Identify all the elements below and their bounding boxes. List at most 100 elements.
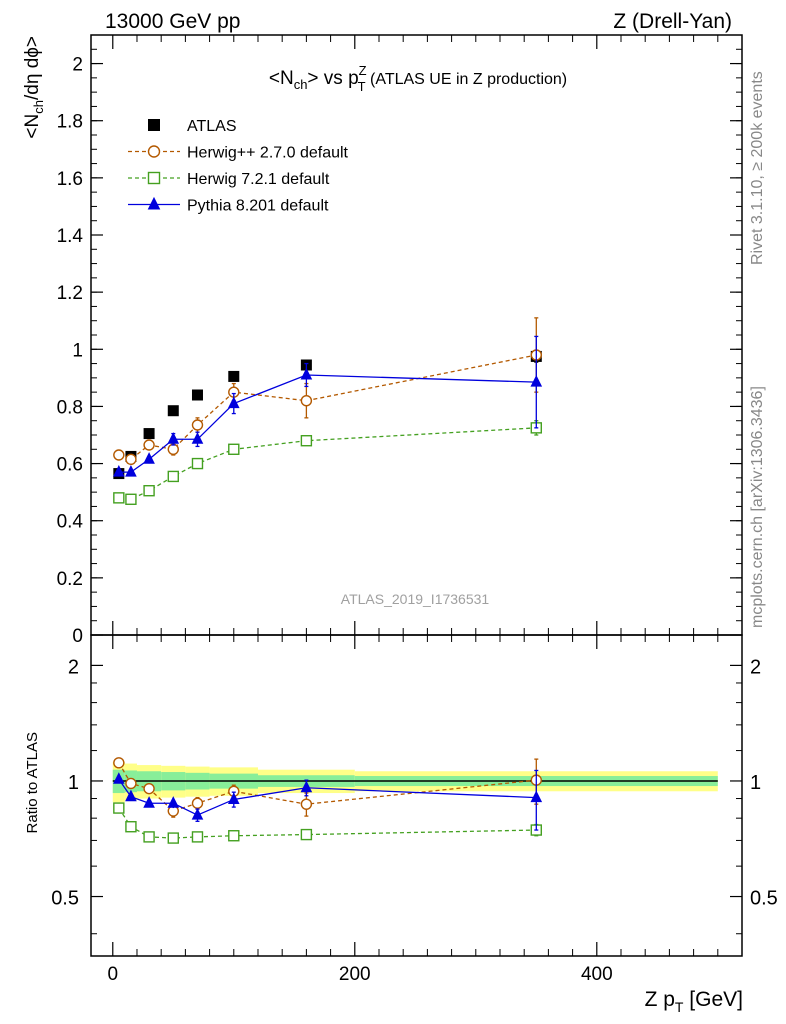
main-y-tick-label: 1.2 bbox=[57, 283, 83, 304]
ratio-data-point bbox=[228, 830, 240, 842]
main-y-tick-label: 0 bbox=[72, 626, 83, 647]
legend-marker bbox=[147, 196, 161, 210]
main-y-tick-label: 1.4 bbox=[57, 226, 84, 247]
ratio-y-tick-label: 0.5 bbox=[51, 888, 79, 910]
ratio-data-point bbox=[167, 832, 179, 844]
legend-entry-herwig-7-2-1-default: Herwig 7.2.1 default bbox=[128, 171, 330, 188]
main-series-herwig-7-2-1-default bbox=[113, 420, 542, 505]
ratio-data-point bbox=[143, 831, 155, 843]
main-data-point bbox=[191, 432, 204, 444]
ratio-series-herwig-2-7-0-default bbox=[113, 757, 542, 818]
main-data-point bbox=[125, 493, 137, 505]
main-y-tick-label: 0.4 bbox=[57, 512, 84, 533]
legend-marker bbox=[148, 119, 160, 131]
header-left-label: 13000 GeV pp bbox=[105, 10, 240, 33]
main-data-point bbox=[143, 439, 155, 451]
ratio-data-point bbox=[167, 796, 180, 808]
main-data-point bbox=[113, 465, 125, 477]
ratio-data-point bbox=[300, 798, 313, 810]
ratio-y-tick-label-right: 0.5 bbox=[750, 888, 778, 910]
main-data-point bbox=[300, 395, 313, 407]
main-y-tick-label: 0.6 bbox=[57, 455, 83, 476]
ratio-y-tick-label: 1 bbox=[68, 772, 79, 794]
ratio-data-point bbox=[125, 821, 137, 833]
main-data-point bbox=[530, 375, 543, 387]
ratio-data-point bbox=[300, 780, 313, 793]
ratio-data-point bbox=[125, 777, 137, 790]
main-y-tick-label: 1.8 bbox=[57, 112, 83, 133]
main-y-axis-label: <Nch/dη dϕ> bbox=[22, 36, 46, 139]
main-data-point bbox=[113, 449, 125, 461]
main-data-point bbox=[191, 457, 204, 470]
legend-marker bbox=[147, 145, 161, 158]
main-data-point bbox=[227, 396, 240, 409]
x-tick-label: 200 bbox=[339, 964, 371, 985]
legend-label: ATLAS bbox=[187, 118, 237, 135]
main-data-point bbox=[228, 443, 240, 455]
main-series-atlas bbox=[113, 350, 542, 480]
ratio-data-point bbox=[143, 782, 155, 795]
main-data-point bbox=[143, 452, 155, 464]
main-data-point bbox=[191, 419, 204, 431]
mcplots-label: mcplots.cern.ch [arXiv:1306.3436] bbox=[749, 386, 766, 628]
ratio-data-point bbox=[191, 807, 204, 820]
main-data-point bbox=[191, 389, 203, 401]
ratio-data-point bbox=[113, 802, 125, 814]
ratio-y-tick-label-right: 2 bbox=[750, 656, 761, 678]
main-data-point bbox=[113, 492, 125, 504]
analysis-watermark: ATLAS_2019_I1736531 bbox=[341, 591, 490, 607]
ratio-data-point bbox=[300, 828, 313, 841]
ratio-series-line bbox=[118, 807, 537, 839]
main-series-line bbox=[118, 427, 537, 500]
ratio-data-point bbox=[143, 796, 155, 808]
legend-entry-herwig-2-7-0-default: Herwig++ 2.7.0 default bbox=[128, 145, 349, 162]
main-data-point bbox=[300, 367, 313, 380]
main-data-point bbox=[167, 405, 179, 417]
main-data-point bbox=[143, 485, 155, 497]
ratio-series-herwig-7-2-1-default bbox=[113, 802, 542, 844]
main-series-pythia-8-201-default bbox=[113, 335, 543, 477]
main-y-tick-label: 1 bbox=[72, 340, 83, 361]
main-data-point bbox=[167, 470, 179, 483]
main-data-point bbox=[167, 432, 180, 444]
legend: ATLAS Herwig++ 2.7.0 default Herwig 7.2.1 … bbox=[128, 118, 349, 215]
legend-label: Pythia 8.201 default bbox=[187, 198, 329, 215]
main-data-point bbox=[125, 465, 137, 477]
main-plot-title: <Nch> vs pZ T (ATLAS UE in Z production) bbox=[269, 63, 567, 94]
ratio-data-point bbox=[191, 831, 204, 843]
ratio-plot-frame bbox=[90, 634, 743, 957]
main-y-tick-label: 0.8 bbox=[57, 397, 83, 418]
header-right-label: Z (Drell-Yan) bbox=[613, 10, 732, 33]
ratio-data-point bbox=[125, 789, 137, 802]
main-data-point bbox=[143, 428, 155, 440]
legend-entry-atlas: ATLAS bbox=[148, 118, 237, 135]
ratio-data-point bbox=[530, 790, 543, 803]
legend-entry-pythia-8-201-default: Pythia 8.201 default bbox=[128, 196, 329, 215]
main-series-line bbox=[118, 354, 537, 461]
legend-marker bbox=[147, 171, 161, 185]
legend-label: Herwig++ 2.7.0 default bbox=[187, 145, 349, 162]
rivet-label: Rivet 3.1.10, ≥ 200k events bbox=[749, 71, 766, 265]
main-data-point bbox=[125, 453, 137, 465]
ratio-y-tick-label: 2 bbox=[68, 656, 79, 678]
ratio-uncertainty-band bbox=[112, 762, 718, 803]
main-series-line bbox=[118, 374, 537, 473]
ratio-data-point bbox=[191, 797, 204, 809]
main-data-point bbox=[228, 370, 240, 382]
x-tick-label: 400 bbox=[581, 964, 613, 985]
main-y-tick-label: 2 bbox=[72, 55, 83, 76]
ratio-series-pythia-8-201-default bbox=[113, 769, 543, 831]
main-y-tick-label: 0.2 bbox=[57, 569, 83, 590]
x-axis-label: Z pT [GeV] bbox=[645, 988, 743, 1015]
main-data-point bbox=[300, 435, 313, 447]
main-data-point bbox=[167, 443, 179, 455]
ratio-y-tick-label-right: 1 bbox=[750, 772, 761, 794]
ratio-data-point bbox=[113, 757, 125, 769]
ratio-data-point bbox=[227, 792, 240, 804]
ratio-y-axis-label: Ratio to ATLAS bbox=[24, 732, 41, 833]
legend-label: Herwig 7.2.1 default bbox=[187, 171, 330, 188]
ratio-data-point bbox=[113, 772, 125, 784]
main-y-tick-label: 1.6 bbox=[57, 169, 83, 190]
x-tick-label: 0 bbox=[107, 964, 118, 985]
